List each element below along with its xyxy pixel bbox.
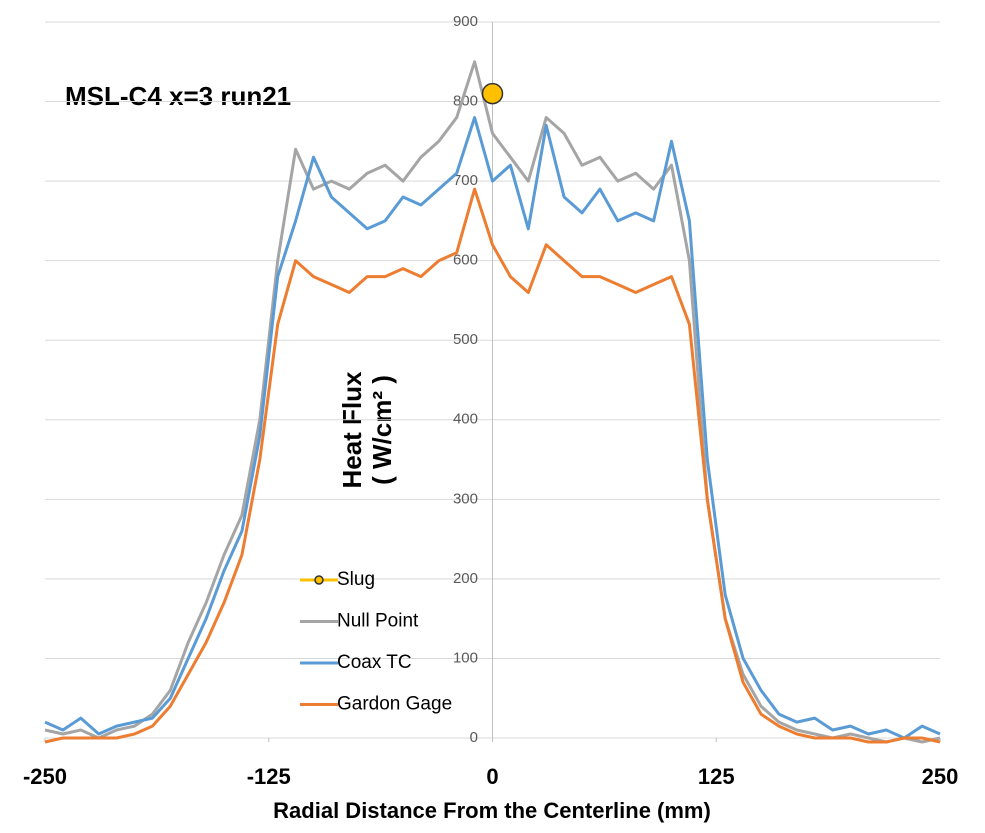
y-tick-label: 600 (453, 252, 478, 269)
y-axis-title: Heat Flux ( W/cm² ) (337, 371, 397, 489)
x-axis-title: Radial Distance From the Centerline (mm) (273, 798, 711, 823)
y-tick-label: 100 (453, 649, 478, 666)
x-tick-label: -125 (247, 764, 291, 789)
series-line (44, 116, 941, 740)
legend-marker (314, 575, 324, 585)
x-tick-label: 250 (922, 764, 959, 789)
y-tick-label: 500 (453, 331, 478, 348)
y-axis-title-line: ( W/cm² ) (367, 375, 397, 485)
slug-point (481, 82, 504, 105)
y-tick-label: 900 (453, 13, 478, 30)
y-tick-label: 800 (453, 93, 478, 110)
y-tick-label: 200 (453, 570, 478, 587)
legend-label: Coax TC (337, 652, 412, 673)
legend-label: Gardon Gage (337, 694, 452, 715)
x-tick-label: -250 (23, 764, 67, 789)
x-tick-label: 0 (486, 764, 498, 789)
y-axis-title-line: Heat Flux (337, 371, 367, 489)
legend-label: Null Point (337, 611, 419, 632)
y-tick-label: 300 (453, 490, 478, 507)
y-ticks: 0 100 200 300 400 500 600 700 800 900 (453, 13, 478, 746)
series-line (44, 60, 941, 744)
legend: Slug Null Point Coax TC Gardon Gage (300, 569, 452, 715)
legend-label: Slug (337, 569, 375, 590)
y-tick-label: 400 (453, 411, 478, 428)
chart-title: MSL-C4 x=3 run21 (65, 81, 291, 111)
series-line (44, 187, 941, 744)
x-tick-label: 125 (698, 764, 735, 789)
y-tick-label: 700 (453, 172, 478, 189)
y-tick-label: 0 (470, 729, 478, 746)
